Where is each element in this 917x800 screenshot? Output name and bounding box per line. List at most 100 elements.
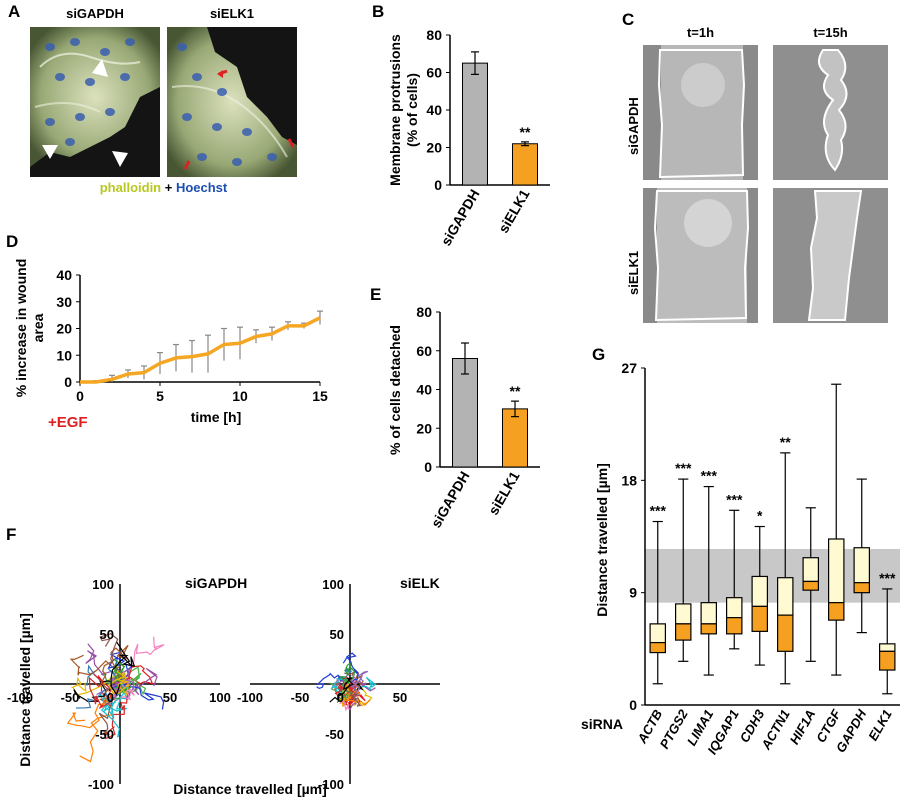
category-label: HIF1A [787,707,819,747]
box-upper [802,557,820,583]
x-axis-label: time [h] [191,409,242,425]
y-tick-label: 0 [64,374,72,390]
y-tick-label: 30 [56,294,72,310]
panel-c-row-label-sielk1: siELK1 [626,250,641,295]
trajectory-line [100,644,129,694]
box-upper [751,575,769,607]
significance-marker: ** [520,124,531,140]
y-axis-label-line: (% of cells) [404,73,420,147]
panel-label-c: C [622,10,635,29]
chart-f: -100 -50 50 100 100 50 0 -50 -100 siGAPDH -100 -50 5… [7,575,440,797]
micrograph-sielk1 [167,27,297,177]
trajectory-line [66,683,121,729]
category-label: siGAPDH [428,469,473,531]
y-axis-label: % increase in woundarea [13,259,46,397]
significance-marker: *** [650,503,667,519]
wound-image-sigapdh-1h [643,45,758,180]
bar [452,358,478,468]
wound-image-sielk1-15h [773,188,888,323]
y-tick-label: 27 [621,360,637,376]
arrowhead-marker [112,151,128,167]
wound-image-sielk1-1h [643,188,758,323]
box-lower [649,641,666,654]
panel-a-title-sigapdh: siGAPDH [66,6,124,21]
trajectory-line [339,662,355,685]
plot-title: siELK1 [400,575,440,591]
trajectory-line [110,641,136,696]
series-line [80,316,321,384]
y-tick-label: 20 [426,140,442,156]
box-upper [649,623,666,644]
category-label: ELK1 [865,707,895,743]
y-tick-label: 0 [337,690,344,705]
caption-phalloidin: phalloidin [99,180,162,195]
category-label: siELK1 [495,186,533,235]
trajectory-line [109,676,135,700]
trajectory-line [349,670,369,693]
y-tick-label: 80 [426,27,442,43]
chart-g: 091827***ACTB***PTGS2***LIMA1***IQGAP1*C… [581,360,900,757]
category-label: siGAPDH [438,187,483,249]
significance-marker: *** [675,460,692,476]
panel-c-col-title-1h: t=1h [686,25,715,40]
y-tick-label: 40 [426,102,442,118]
box-lower [751,605,769,632]
panel-c-row-label-sigapdh: siGAPDH [626,97,641,155]
y-tick-label: 20 [416,420,432,436]
arrow-marker [183,160,191,170]
significance-marker: ** [780,434,791,450]
y-tick-label: 0 [434,177,442,193]
trajectory-line [329,682,354,700]
y-tick-label: 50 [330,627,344,642]
y-tick-label: 60 [426,65,442,81]
box-lower [674,623,692,641]
y-tick-label: 0 [107,690,114,705]
egf-label: +EGF [48,414,88,431]
box-upper [777,577,794,616]
significance-marker: *** [701,468,718,484]
y-tick-label: -100 [318,777,344,792]
chart-d: 0 10 20 30 40 0 5 10 15 time [h] % increase in wou… [13,259,328,425]
trajectory-line [108,669,130,696]
plot-title: siGAPDH [185,575,247,591]
y-tick-label: -50 [325,727,344,742]
bar [502,408,528,468]
arrow-marker [287,138,295,148]
y-tick-label: 100 [92,577,114,592]
y-tick-label: 100 [322,577,344,592]
significance-marker: * [757,508,763,524]
chart-b: 0 20 40 60 80 siGAPDH ** siELK1 Membrane protrus… [387,27,550,249]
x-axis-label: Distance travelled [µm] [173,781,327,797]
y-axis-label: Distance travelled [µm] [17,613,33,767]
panel-label-a: A [8,2,21,21]
box-upper [853,547,871,584]
box-lower [879,650,896,671]
x-tick-label: -100 [237,690,263,705]
panel-label-e: E [370,285,382,304]
x-tick-label: 100 [209,690,231,705]
x-tick-label: -50 [291,690,310,705]
box-lower [726,617,743,635]
arrowhead-marker [42,145,58,159]
box-lower [700,623,717,635]
significance-marker: *** [879,570,896,586]
panel-a-title-sielk1: siELK1 [209,6,255,21]
y-tick-label: 40 [56,267,72,283]
x-tick-label: 5 [156,388,164,404]
wound-image-sigapdh-15h [773,45,888,180]
y-tick-label: 9 [629,585,637,601]
y-tick-label: 0 [424,459,432,475]
box-lower [828,602,845,621]
panel-c-col-title-15h: t=15h [813,25,848,40]
y-tick-label: 40 [416,382,432,398]
panel-label-f: F [6,525,17,544]
box-upper [700,602,717,625]
box-lower [853,582,871,594]
box-upper [828,538,845,604]
y-tick-label: 0 [629,697,637,713]
y-tick-label: -100 [88,777,114,792]
y-axis-label: Membrane protrusions(% of cells) [387,34,420,186]
x-tick-label: 10 [232,388,248,404]
trajectory-line [88,673,121,709]
x-tick-label: 0 [76,388,84,404]
